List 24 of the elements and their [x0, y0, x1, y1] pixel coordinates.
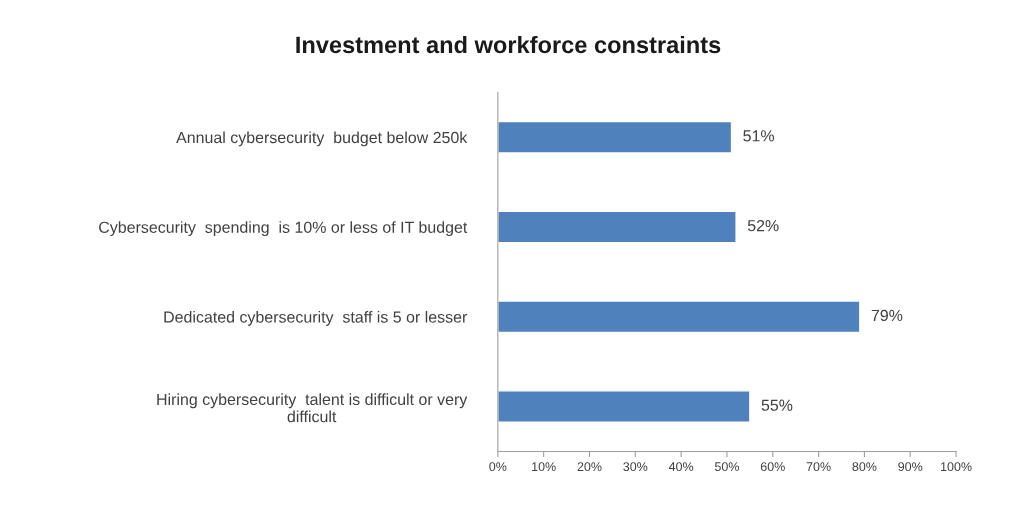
x-tick-label: 0% — [489, 462, 507, 472]
x-tick-label: 70% — [806, 462, 831, 472]
x-tick-label: 50% — [714, 462, 740, 472]
data-label: 55% — [761, 399, 793, 411]
y-tick-label: Dedicated cybersecurity staff is 5 or lesser — [164, 310, 468, 326]
y-tick-label: Cybersecurity spending is 10% or less of IT budget — [99, 221, 468, 237]
data-label: 52% — [747, 219, 779, 232]
x-tick-label: 60% — [760, 462, 785, 472]
x-tick-label: 10% — [532, 462, 556, 472]
data-label: 79% — [871, 309, 903, 322]
x-tick-label: 30% — [623, 462, 648, 472]
x-tick-label: 20% — [577, 462, 602, 472]
x-tick-label: 40% — [668, 462, 694, 472]
bar — [497, 210, 737, 244]
x-tick-label: 100% — [941, 462, 972, 472]
data-label: 51% — [743, 130, 775, 142]
bar — [497, 390, 751, 423]
bar — [497, 300, 861, 334]
bar — [497, 120, 733, 154]
y-tick-label: Hiring cybersecurity talent is difficult or very difficult — [157, 393, 468, 423]
y-tick-label: Annual cybersecurity budget below 250k — [176, 131, 468, 147]
chart-title: Investment and workforce constraints — [296, 35, 721, 54]
x-tick-label: 80% — [852, 462, 877, 472]
x-tick-label: 90% — [898, 462, 923, 472]
